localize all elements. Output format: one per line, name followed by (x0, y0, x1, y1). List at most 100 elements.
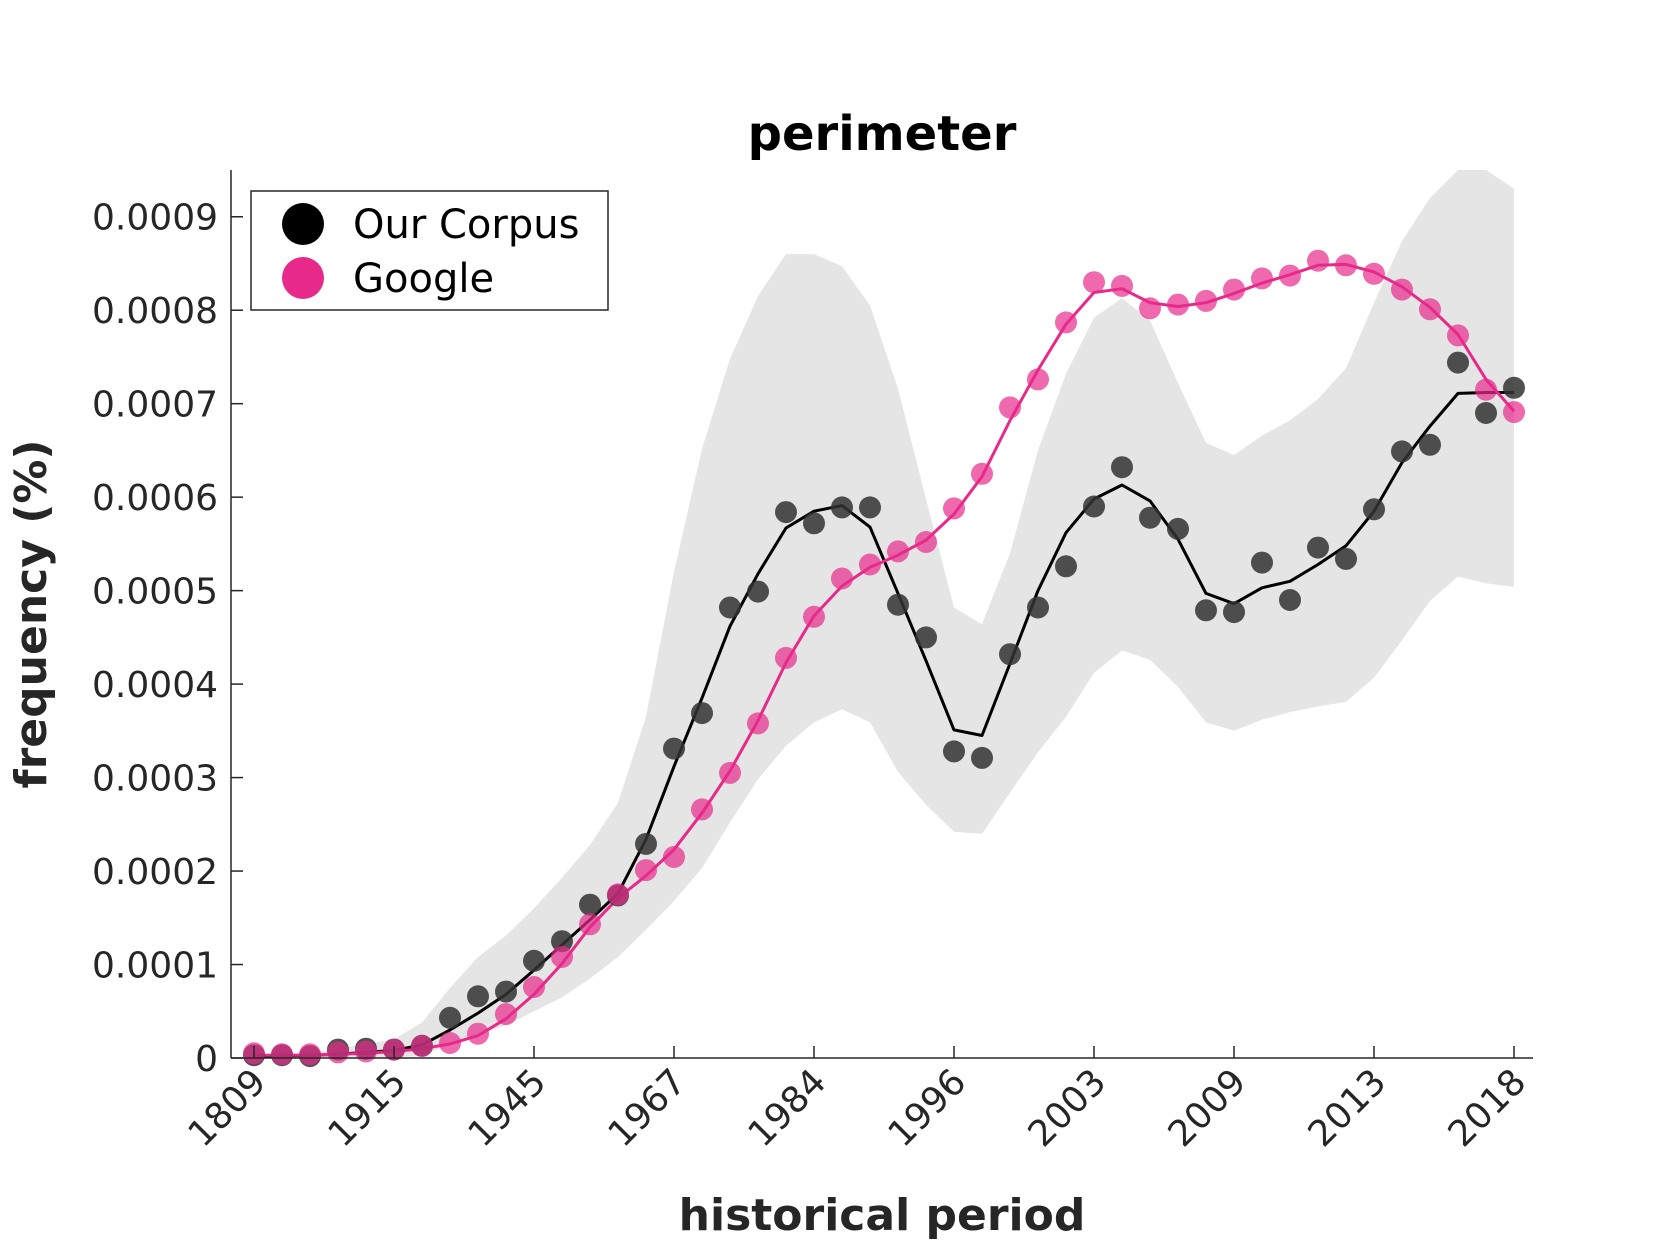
legend-marker-google (282, 257, 324, 299)
point-google (1027, 368, 1049, 391)
legend-marker-our-corpus (282, 203, 324, 245)
point-google (355, 1040, 377, 1063)
point-our-corpus (551, 930, 573, 953)
point-google (1139, 297, 1161, 320)
point-our-corpus (1251, 551, 1273, 574)
legend: Our Corpus Google (250, 190, 609, 311)
point-our-corpus (691, 702, 713, 725)
point-google (607, 883, 629, 906)
point-google (551, 946, 573, 968)
x-axis-title: historical period (679, 1190, 1086, 1241)
point-google (327, 1041, 349, 1064)
point-our-corpus (1083, 495, 1105, 518)
point-google (1335, 254, 1357, 277)
point-our-corpus (859, 496, 881, 519)
point-google (1307, 249, 1329, 272)
chart-title: perimeter (748, 106, 1017, 162)
plot-area (243, 170, 1525, 1068)
point-google (691, 798, 713, 821)
point-our-corpus (1447, 351, 1469, 374)
point-google (1447, 324, 1469, 347)
x-tick-label: 2003 (1021, 1061, 1115, 1155)
point-our-corpus (1503, 376, 1525, 399)
point-google (887, 540, 909, 563)
point-google (803, 605, 825, 628)
point-our-corpus (1335, 547, 1357, 570)
point-our-corpus (1167, 517, 1189, 540)
point-google (1223, 278, 1245, 301)
y-tick-label: 0.0007 (92, 385, 218, 426)
point-our-corpus (999, 643, 1021, 666)
point-our-corpus (803, 512, 825, 535)
y-tick-label: 0.0003 (92, 759, 218, 800)
point-our-corpus (579, 893, 601, 916)
y-tick-label: 0.0005 (92, 572, 218, 613)
point-google (1363, 262, 1385, 285)
point-google (1503, 401, 1525, 424)
x-tick-label: 1945 (461, 1061, 555, 1155)
point-our-corpus (1475, 402, 1497, 424)
point-google (663, 846, 685, 868)
point-google (1055, 311, 1077, 334)
point-our-corpus (467, 985, 489, 1008)
point-our-corpus (747, 580, 769, 603)
y-tick-label: 0.0002 (92, 852, 218, 893)
y-tick-label: 0.0004 (92, 665, 218, 706)
point-our-corpus (915, 626, 937, 649)
point-our-corpus (943, 740, 965, 763)
y-tick-label: 0.0009 (92, 198, 218, 239)
point-our-corpus (1111, 456, 1133, 479)
point-our-corpus (887, 593, 909, 616)
point-google (999, 396, 1021, 419)
legend-label-our-corpus: Our Corpus (353, 202, 579, 248)
trend-line-google (254, 262, 1516, 1057)
y-tick-label: 0.0001 (92, 946, 218, 987)
point-our-corpus (1419, 433, 1441, 456)
point-our-corpus (775, 501, 797, 524)
point-our-corpus (831, 496, 853, 519)
y-tick-label: 0.0006 (92, 478, 218, 519)
point-google (1391, 278, 1413, 301)
point-google (1195, 289, 1217, 312)
x-tick-label: 2013 (1301, 1061, 1395, 1155)
y-tick-label: 0.0008 (92, 291, 218, 332)
point-google (467, 1022, 489, 1045)
point-google (635, 859, 657, 882)
point-google (1475, 378, 1497, 401)
point-google (271, 1043, 293, 1066)
point-google (411, 1034, 433, 1057)
x-tick-label: 2009 (1161, 1061, 1255, 1155)
point-google (971, 462, 993, 485)
point-our-corpus (1363, 498, 1385, 521)
point-our-corpus (495, 980, 517, 1003)
y-ticks: 0 0.0001 0.0002 0.0003 0.0004 0.0005 0.0006 0.0… (92, 198, 243, 1080)
point-google (299, 1043, 321, 1066)
point-our-corpus (1139, 506, 1161, 529)
x-tick-label: 1915 (321, 1061, 415, 1155)
point-google (943, 497, 965, 520)
legend-label-google: Google (353, 256, 494, 302)
x-tick-label: 1967 (601, 1061, 695, 1155)
point-our-corpus (1055, 555, 1077, 578)
point-google (495, 1003, 517, 1026)
point-google (579, 913, 601, 936)
point-google (859, 553, 881, 576)
point-our-corpus (1195, 599, 1217, 622)
point-our-corpus (1391, 440, 1413, 463)
point-our-corpus (439, 1006, 461, 1029)
point-google (1167, 293, 1189, 316)
point-our-corpus (719, 596, 741, 619)
x-tick-label: 1996 (881, 1061, 975, 1155)
x-tick-label: 2018 (1441, 1061, 1535, 1155)
data-points (243, 249, 1525, 1068)
point-our-corpus (635, 832, 657, 855)
point-our-corpus (971, 746, 993, 769)
point-our-corpus (523, 949, 545, 972)
point-our-corpus (1307, 536, 1329, 559)
point-google (1279, 264, 1301, 287)
point-google (1419, 298, 1441, 321)
point-our-corpus (1223, 601, 1245, 624)
point-google (915, 531, 937, 553)
point-our-corpus (1279, 589, 1301, 611)
